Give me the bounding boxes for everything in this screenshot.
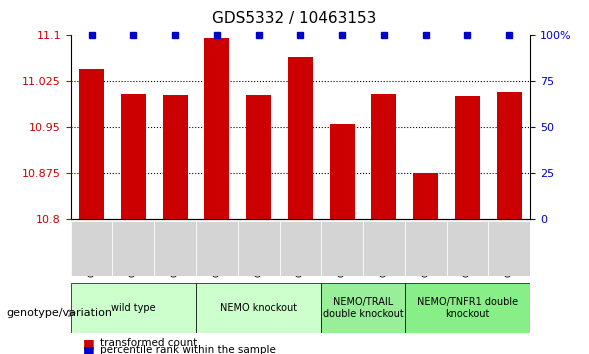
Bar (121, 94, 146, 219)
FancyBboxPatch shape (488, 221, 530, 276)
FancyBboxPatch shape (363, 221, 405, 276)
Bar (79, 69, 104, 219)
Bar (330, 124, 355, 219)
Bar (288, 57, 313, 219)
FancyBboxPatch shape (280, 221, 321, 276)
FancyBboxPatch shape (321, 283, 405, 333)
FancyBboxPatch shape (71, 283, 196, 333)
Text: GSM821099: GSM821099 (171, 222, 180, 277)
Bar (372, 94, 396, 219)
Text: wild type: wild type (111, 303, 155, 313)
Text: GSM821107: GSM821107 (505, 222, 514, 277)
Bar (246, 95, 271, 219)
Text: GSM821104: GSM821104 (379, 222, 388, 277)
Text: ■: ■ (82, 344, 94, 354)
Text: GSM821101: GSM821101 (254, 222, 263, 277)
Text: ■: ■ (82, 337, 94, 350)
Bar (413, 173, 438, 219)
FancyBboxPatch shape (196, 283, 321, 333)
Text: NEMO/TRAIL
double knockout: NEMO/TRAIL double knockout (323, 297, 403, 319)
Text: GSM821097: GSM821097 (87, 222, 96, 277)
FancyBboxPatch shape (71, 221, 112, 276)
Text: NEMO/TNFR1 double
knockout: NEMO/TNFR1 double knockout (417, 297, 518, 319)
Text: genotype/variation: genotype/variation (6, 308, 112, 318)
Bar (497, 92, 522, 219)
Text: NEMO knockout: NEMO knockout (220, 303, 297, 313)
Text: transformed count: transformed count (100, 338, 197, 348)
Bar (204, 39, 229, 219)
FancyBboxPatch shape (405, 283, 530, 333)
FancyBboxPatch shape (196, 221, 238, 276)
Text: GSM821105: GSM821105 (421, 222, 430, 277)
Text: GSM821106: GSM821106 (463, 222, 472, 277)
FancyBboxPatch shape (112, 221, 154, 276)
Text: GSM821103: GSM821103 (337, 222, 347, 277)
Text: GSM821098: GSM821098 (129, 222, 138, 277)
FancyBboxPatch shape (154, 221, 196, 276)
FancyBboxPatch shape (321, 221, 363, 276)
Text: percentile rank within the sample: percentile rank within the sample (100, 346, 276, 354)
FancyBboxPatch shape (238, 221, 280, 276)
Text: GSM821100: GSM821100 (213, 222, 221, 277)
FancyBboxPatch shape (446, 221, 488, 276)
Text: GDS5332 / 10463153: GDS5332 / 10463153 (212, 11, 377, 25)
FancyArrowPatch shape (69, 310, 74, 316)
Text: GSM821102: GSM821102 (296, 222, 305, 277)
FancyBboxPatch shape (405, 221, 446, 276)
Bar (455, 96, 480, 219)
Bar (163, 95, 188, 219)
